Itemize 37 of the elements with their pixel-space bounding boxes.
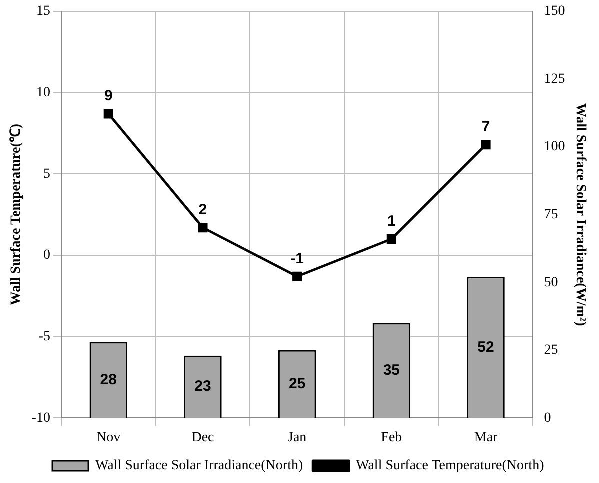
- point: [198, 223, 208, 233]
- y2-tick-label: 75: [544, 207, 558, 222]
- y-tick-label: 5: [43, 166, 50, 182]
- y2-tick-label: 125: [544, 72, 566, 87]
- legend-label: Wall Surface Temperature(North): [356, 458, 545, 474]
- x-tick-label: Dec: [192, 430, 214, 446]
- point: [104, 109, 114, 119]
- data-label: 35: [383, 362, 400, 379]
- y-tick-label: 0: [43, 248, 50, 264]
- y-tick-label: 10: [36, 85, 50, 100]
- point: [292, 272, 302, 282]
- data-label: 2: [198, 201, 208, 218]
- data-label: 23: [194, 378, 212, 396]
- data-label: 7: [482, 118, 490, 136]
- point: [386, 234, 396, 244]
- y2-tick-label: 50: [544, 275, 558, 290]
- data-label: 52: [478, 338, 494, 356]
- legend-label: Wall Surface Solar Irradiance(North): [96, 458, 304, 474]
- y-axis-title: Wall Surface Temperature(℃): [9, 124, 24, 306]
- y-tick-label: -5: [38, 330, 50, 345]
- x-tick-label: Mar: [474, 430, 498, 446]
- data-label: 25: [288, 375, 306, 392]
- data-label: 28: [100, 371, 117, 388]
- data-label: -1: [290, 250, 304, 268]
- x-tick-label: Feb: [381, 430, 402, 446]
- y-tick-label: -10: [32, 410, 50, 426]
- data-label: 1: [388, 212, 396, 230]
- y-tick-label: 15: [36, 4, 50, 20]
- y2-tick-label: 0: [544, 410, 552, 426]
- y2-axis-title: Wall Surface Solar Irradiance(W/m²): [572, 103, 588, 327]
- x-tick-label: Jan: [288, 430, 307, 446]
- data-label: 9: [104, 88, 113, 105]
- x-tick-label: Nov: [96, 430, 121, 446]
- y2-tick-label: 25: [544, 343, 558, 358]
- y2-tick-label: 100: [544, 140, 566, 155]
- y2-tick-label: 150: [544, 4, 566, 20]
- point: [481, 140, 491, 150]
